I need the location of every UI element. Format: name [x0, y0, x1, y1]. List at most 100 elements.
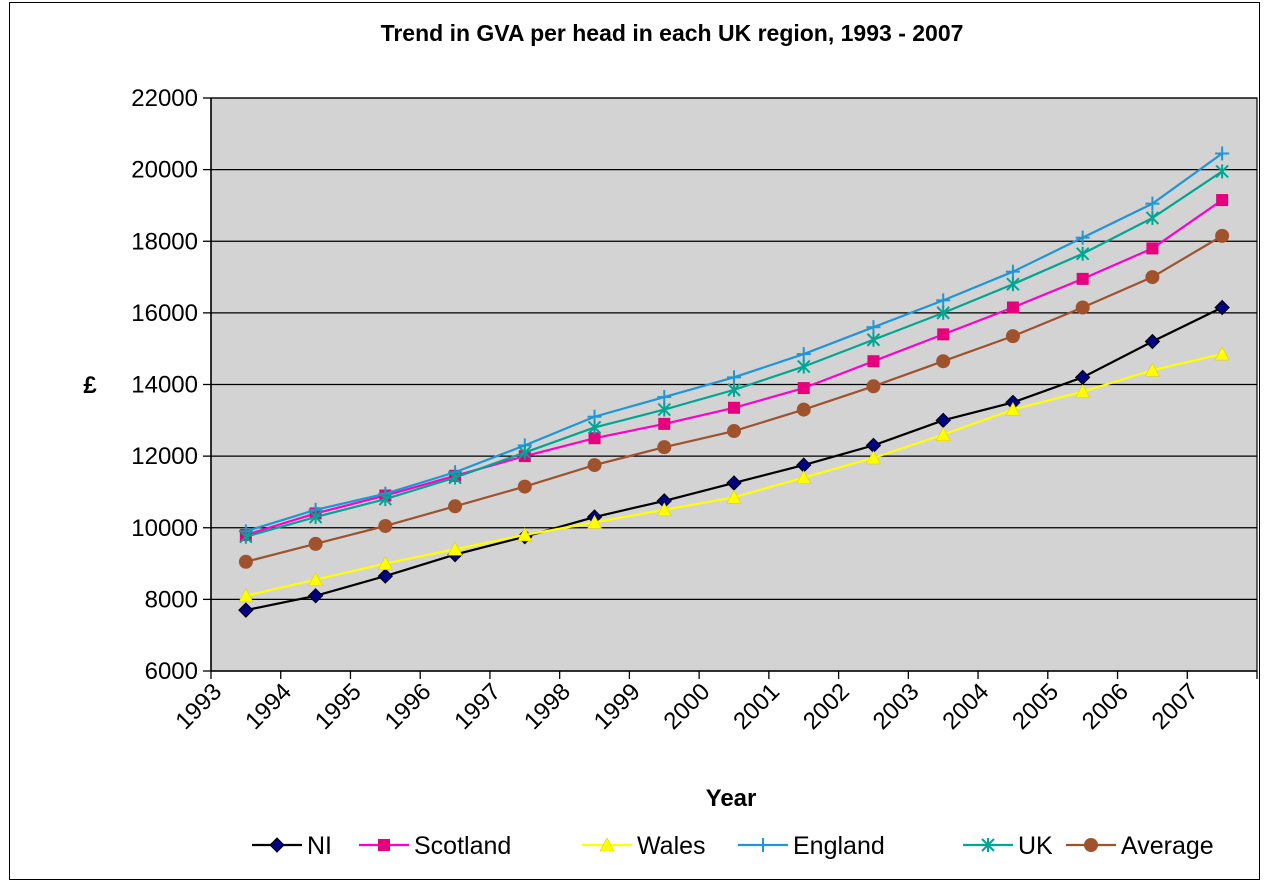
data-point-wales — [308, 572, 324, 586]
x-tick-label: 1995 — [310, 678, 367, 735]
data-point-average — [587, 458, 602, 473]
data-point-uk — [797, 359, 811, 374]
x-tick-label: 2002 — [798, 678, 855, 735]
data-point-average — [448, 499, 463, 514]
legend-marker-ni — [269, 837, 285, 853]
data-point-scotland — [1146, 242, 1159, 255]
series-uk — [239, 164, 1229, 544]
legend-item-average: Average — [1066, 832, 1214, 860]
x-tick-label: 2006 — [1077, 678, 1134, 735]
data-point-england — [796, 347, 811, 362]
legend-item-scotland: Scotland — [359, 832, 511, 860]
data-point-wales — [1005, 401, 1021, 416]
legend-label-wales: Wales — [637, 832, 706, 860]
legend-item-uk: UK — [963, 832, 1053, 860]
data-point-average — [378, 518, 393, 533]
data-point-england — [866, 320, 881, 335]
x-tick-label: 1993 — [170, 678, 227, 735]
data-point-uk — [866, 332, 881, 347]
data-point-england — [1075, 230, 1090, 245]
data-point-england — [1005, 264, 1020, 279]
series-average — [238, 228, 1230, 569]
data-point-uk — [1145, 210, 1160, 225]
data-point-average — [866, 379, 881, 394]
legend-label-ni: NI — [307, 832, 332, 860]
y-tick-label: 20000 — [131, 157, 198, 184]
data-point-wales — [726, 489, 742, 504]
data-point-scotland — [728, 401, 740, 414]
data-point-wales — [238, 588, 254, 603]
data-point-wales — [865, 450, 881, 465]
legend-marker-average — [1084, 838, 1098, 852]
data-point-ni — [1214, 299, 1230, 316]
data-point-england — [1215, 146, 1230, 161]
data-point-uk — [448, 470, 462, 485]
data-point-ni — [377, 568, 394, 584]
data-point-uk — [239, 529, 253, 544]
data-point-ni — [307, 588, 324, 604]
x-tick-label: 1994 — [240, 678, 297, 735]
x-tick-label: 1996 — [380, 678, 437, 735]
legend-marker-england — [756, 838, 770, 852]
x-tick-label: 1999 — [589, 678, 646, 735]
data-point-uk — [308, 510, 323, 525]
legend-label-england: England — [793, 832, 885, 860]
data-point-average — [727, 424, 741, 439]
data-point-wales — [935, 427, 951, 441]
y-axis-label: £ — [83, 372, 97, 399]
y-axis-ticks: 6000 8000 10000 12000 14000 16000 18000 20000 22… — [131, 85, 211, 685]
data-point-scotland — [1006, 301, 1019, 314]
data-point-wales — [796, 469, 812, 484]
data-point-average — [1215, 228, 1230, 243]
legend-label-average: Average — [1121, 832, 1214, 860]
data-point-uk — [378, 492, 393, 507]
data-point-england — [727, 370, 741, 385]
legend-marker-wales — [599, 837, 615, 852]
x-tick-label: 1998 — [519, 678, 576, 735]
legend-item-england: England — [738, 832, 885, 860]
legend-item-ni: NI — [252, 832, 332, 860]
y-tick-label: 6000 — [145, 658, 198, 685]
data-point-scotland — [658, 417, 671, 430]
data-point-scotland — [1076, 272, 1089, 285]
data-point-average — [1075, 300, 1090, 315]
y-tick-label: 22000 — [131, 85, 198, 112]
x-axis-ticks: 1993 1994 1995 1996 1997 1998 1999 2000 2001 2002… — [170, 671, 1258, 735]
data-point-england — [1145, 196, 1160, 211]
y-tick-label: 12000 — [131, 443, 198, 470]
data-point-uk — [657, 402, 671, 417]
x-tick-label: 2000 — [659, 678, 716, 735]
data-point-ni — [238, 602, 254, 618]
data-point-average — [517, 479, 532, 494]
x-tick-label: 1997 — [449, 678, 506, 735]
data-point-wales — [1214, 346, 1230, 361]
x-axis-label: Year — [706, 785, 757, 812]
data-point-uk — [1075, 246, 1090, 261]
chart-title: Trend in GVA per head in each UK region,… — [381, 20, 964, 46]
data-point-wales — [447, 541, 463, 556]
data-point-average — [936, 354, 951, 369]
series-wales — [238, 346, 1230, 603]
x-tick-label: 2007 — [1147, 678, 1204, 735]
data-point-average — [238, 554, 253, 569]
data-point-average — [1145, 270, 1160, 285]
x-tick-label: 2004 — [937, 678, 994, 735]
data-point-average — [796, 402, 811, 417]
data-point-wales — [656, 502, 672, 517]
data-point-wales — [1144, 362, 1160, 377]
y-tick-label: 10000 — [131, 515, 198, 542]
y-tick-label: 16000 — [131, 300, 198, 327]
data-point-england — [657, 390, 672, 405]
data-point-scotland — [588, 432, 601, 445]
data-point-uk — [518, 445, 532, 460]
data-point-uk — [587, 420, 602, 435]
x-tick-label: 2005 — [1007, 678, 1064, 735]
legend-label-scotland: Scotland — [414, 832, 511, 860]
y-tick-label: 8000 — [145, 586, 198, 613]
y-tick-label: 14000 — [131, 372, 198, 399]
data-point-average — [657, 440, 672, 455]
x-tick-label: 2003 — [868, 678, 925, 735]
data-point-scotland — [937, 328, 950, 341]
data-point-average — [1005, 329, 1020, 344]
